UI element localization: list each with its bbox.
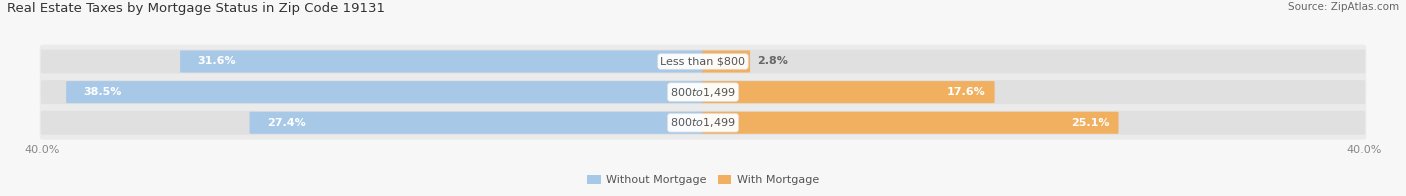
Text: Less than $800: Less than $800 — [661, 56, 745, 66]
Text: Source: ZipAtlas.com: Source: ZipAtlas.com — [1288, 2, 1399, 12]
FancyBboxPatch shape — [39, 45, 1367, 78]
FancyBboxPatch shape — [66, 81, 704, 103]
Text: 27.4%: 27.4% — [267, 118, 305, 128]
FancyBboxPatch shape — [702, 112, 1119, 134]
Text: 2.8%: 2.8% — [758, 56, 789, 66]
FancyBboxPatch shape — [702, 51, 749, 73]
Text: Real Estate Taxes by Mortgage Status in Zip Code 19131: Real Estate Taxes by Mortgage Status in … — [7, 2, 385, 15]
FancyBboxPatch shape — [180, 51, 704, 73]
FancyBboxPatch shape — [41, 111, 1365, 135]
FancyBboxPatch shape — [41, 80, 1365, 104]
FancyBboxPatch shape — [39, 106, 1367, 140]
Text: $800 to $1,499: $800 to $1,499 — [671, 116, 735, 129]
FancyBboxPatch shape — [702, 81, 994, 103]
Text: 17.6%: 17.6% — [946, 87, 986, 97]
Text: 25.1%: 25.1% — [1071, 118, 1109, 128]
Text: 31.6%: 31.6% — [197, 56, 236, 66]
Text: 38.5%: 38.5% — [83, 87, 122, 97]
Legend: Without Mortgage, With Mortgage: Without Mortgage, With Mortgage — [582, 170, 824, 190]
Text: $800 to $1,499: $800 to $1,499 — [671, 86, 735, 99]
FancyBboxPatch shape — [39, 75, 1367, 109]
FancyBboxPatch shape — [41, 50, 1365, 74]
FancyBboxPatch shape — [249, 112, 704, 134]
